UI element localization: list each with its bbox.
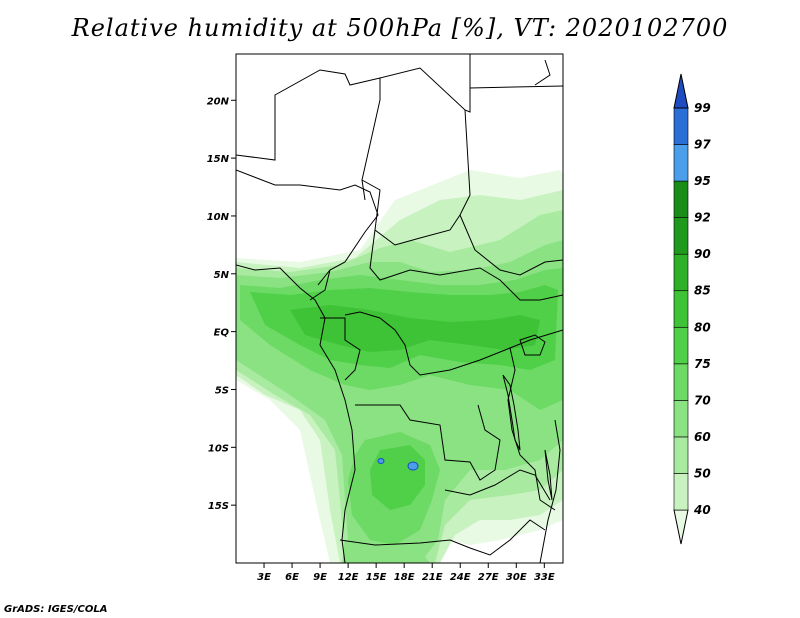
lon-tick-label: 6E (285, 572, 299, 583)
humidity-patch-97-b (377, 458, 385, 464)
lake-victoria (519, 334, 546, 356)
border-cameroon (309, 269, 331, 301)
lon-tick-label: 24E (450, 572, 471, 583)
colorbar-level-label: 60 (694, 430, 711, 444)
humidity-zone-south-edge (342, 540, 430, 563)
lon-tick-label: 21E (422, 572, 443, 583)
humidity-patch-97-a (407, 461, 419, 471)
colorbar: 40 50 60 70 75 80 85 90 92 95 97 99 (673, 73, 711, 545)
border-north-2 (379, 54, 471, 113)
colorbar-segment (673, 217, 689, 255)
colorbar-segment (673, 326, 689, 365)
lat-tick-label: EQ (214, 328, 230, 339)
colorbar-segment (673, 290, 689, 328)
colorbar-segment (673, 144, 689, 182)
colorbar-level-label: 99 (694, 101, 711, 115)
colorbar-level-label: 95 (694, 174, 711, 188)
map-frame (235, 53, 564, 564)
colorbar-level-label: 70 (694, 393, 711, 407)
colorbar-segment-bottom (673, 509, 689, 545)
colorbar-level-label: 80 (694, 320, 711, 334)
lat-tick-label: 5N (214, 270, 230, 281)
coastline-west (236, 264, 356, 563)
colorbar-level-label: 50 (694, 466, 711, 480)
coastline-east (534, 59, 561, 563)
lat-tick-label: 20N (207, 96, 230, 107)
border-sahel-1 (236, 169, 379, 286)
lat-tick-label: 15N (207, 154, 230, 165)
lat-tick-label: 10S (208, 443, 229, 454)
lon-tick-label: 30E (506, 572, 527, 583)
colorbar-segment (673, 473, 689, 511)
map-title: Relative humidity at 500hPa [%], VT: 202… (71, 14, 729, 42)
border-north-1 (236, 69, 381, 201)
colorbar-segment (673, 253, 689, 292)
border-sahel-2 (361, 109, 471, 246)
lon-tick-label: 33E (534, 572, 555, 583)
colorbar-level-label: 75 (694, 357, 711, 371)
lake-malawi (544, 449, 553, 501)
colorbar-segment (673, 363, 689, 401)
country-borders (236, 54, 563, 563)
lake-tanganyika (502, 374, 521, 451)
grads-credit: GrADS: IGES/COLA (4, 604, 108, 615)
colorbar-segment (673, 107, 689, 145)
border-car (369, 229, 563, 301)
lon-tick-label: 18E (394, 572, 415, 583)
border-angola (355, 404, 501, 481)
border-congo (344, 311, 563, 376)
border-east-sudan (459, 214, 563, 276)
colorbar-level-label: 90 (694, 247, 711, 261)
lat-tick-label: 5S (215, 385, 229, 396)
colorbar-level-label: 97 (694, 138, 711, 152)
lon-tick-label: 3E (257, 572, 271, 583)
lon-tick-label: 12E (338, 572, 359, 583)
lat-tick-label: 10N (207, 212, 230, 223)
colorbar-segment (673, 180, 689, 218)
lat-tick-label: 15S (208, 501, 229, 512)
colorbar-level-label: 85 (694, 284, 711, 298)
colorbar-segment (673, 400, 689, 438)
humidity-zone-90 (290, 305, 540, 352)
lon-tick-label: 15E (366, 572, 387, 583)
colorbar-segment (673, 436, 689, 474)
colorbar-segment-top (673, 73, 689, 109)
lon-tick-label: 27E (478, 572, 499, 583)
humidity-field (236, 170, 563, 563)
latitude-axis: 20N 15N 10N 5N EQ 5S 10S 15S (207, 96, 236, 512)
border-gabon (320, 317, 361, 381)
border-zambia (444, 469, 551, 501)
border-north-3 (469, 85, 563, 89)
colorbar-level-label: 40 (693, 503, 711, 517)
border-namibia (339, 519, 546, 556)
lon-tick-label: 9E (313, 572, 327, 583)
colorbar-level-label: 92 (694, 211, 711, 225)
longitude-axis: 3E 6E 9E 12E 15E 18E 21E 24E 27E 30E 33E (257, 563, 555, 583)
